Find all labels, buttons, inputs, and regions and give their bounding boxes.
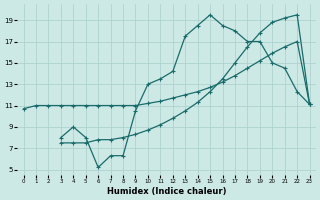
X-axis label: Humidex (Indice chaleur): Humidex (Indice chaleur) [107,187,226,196]
